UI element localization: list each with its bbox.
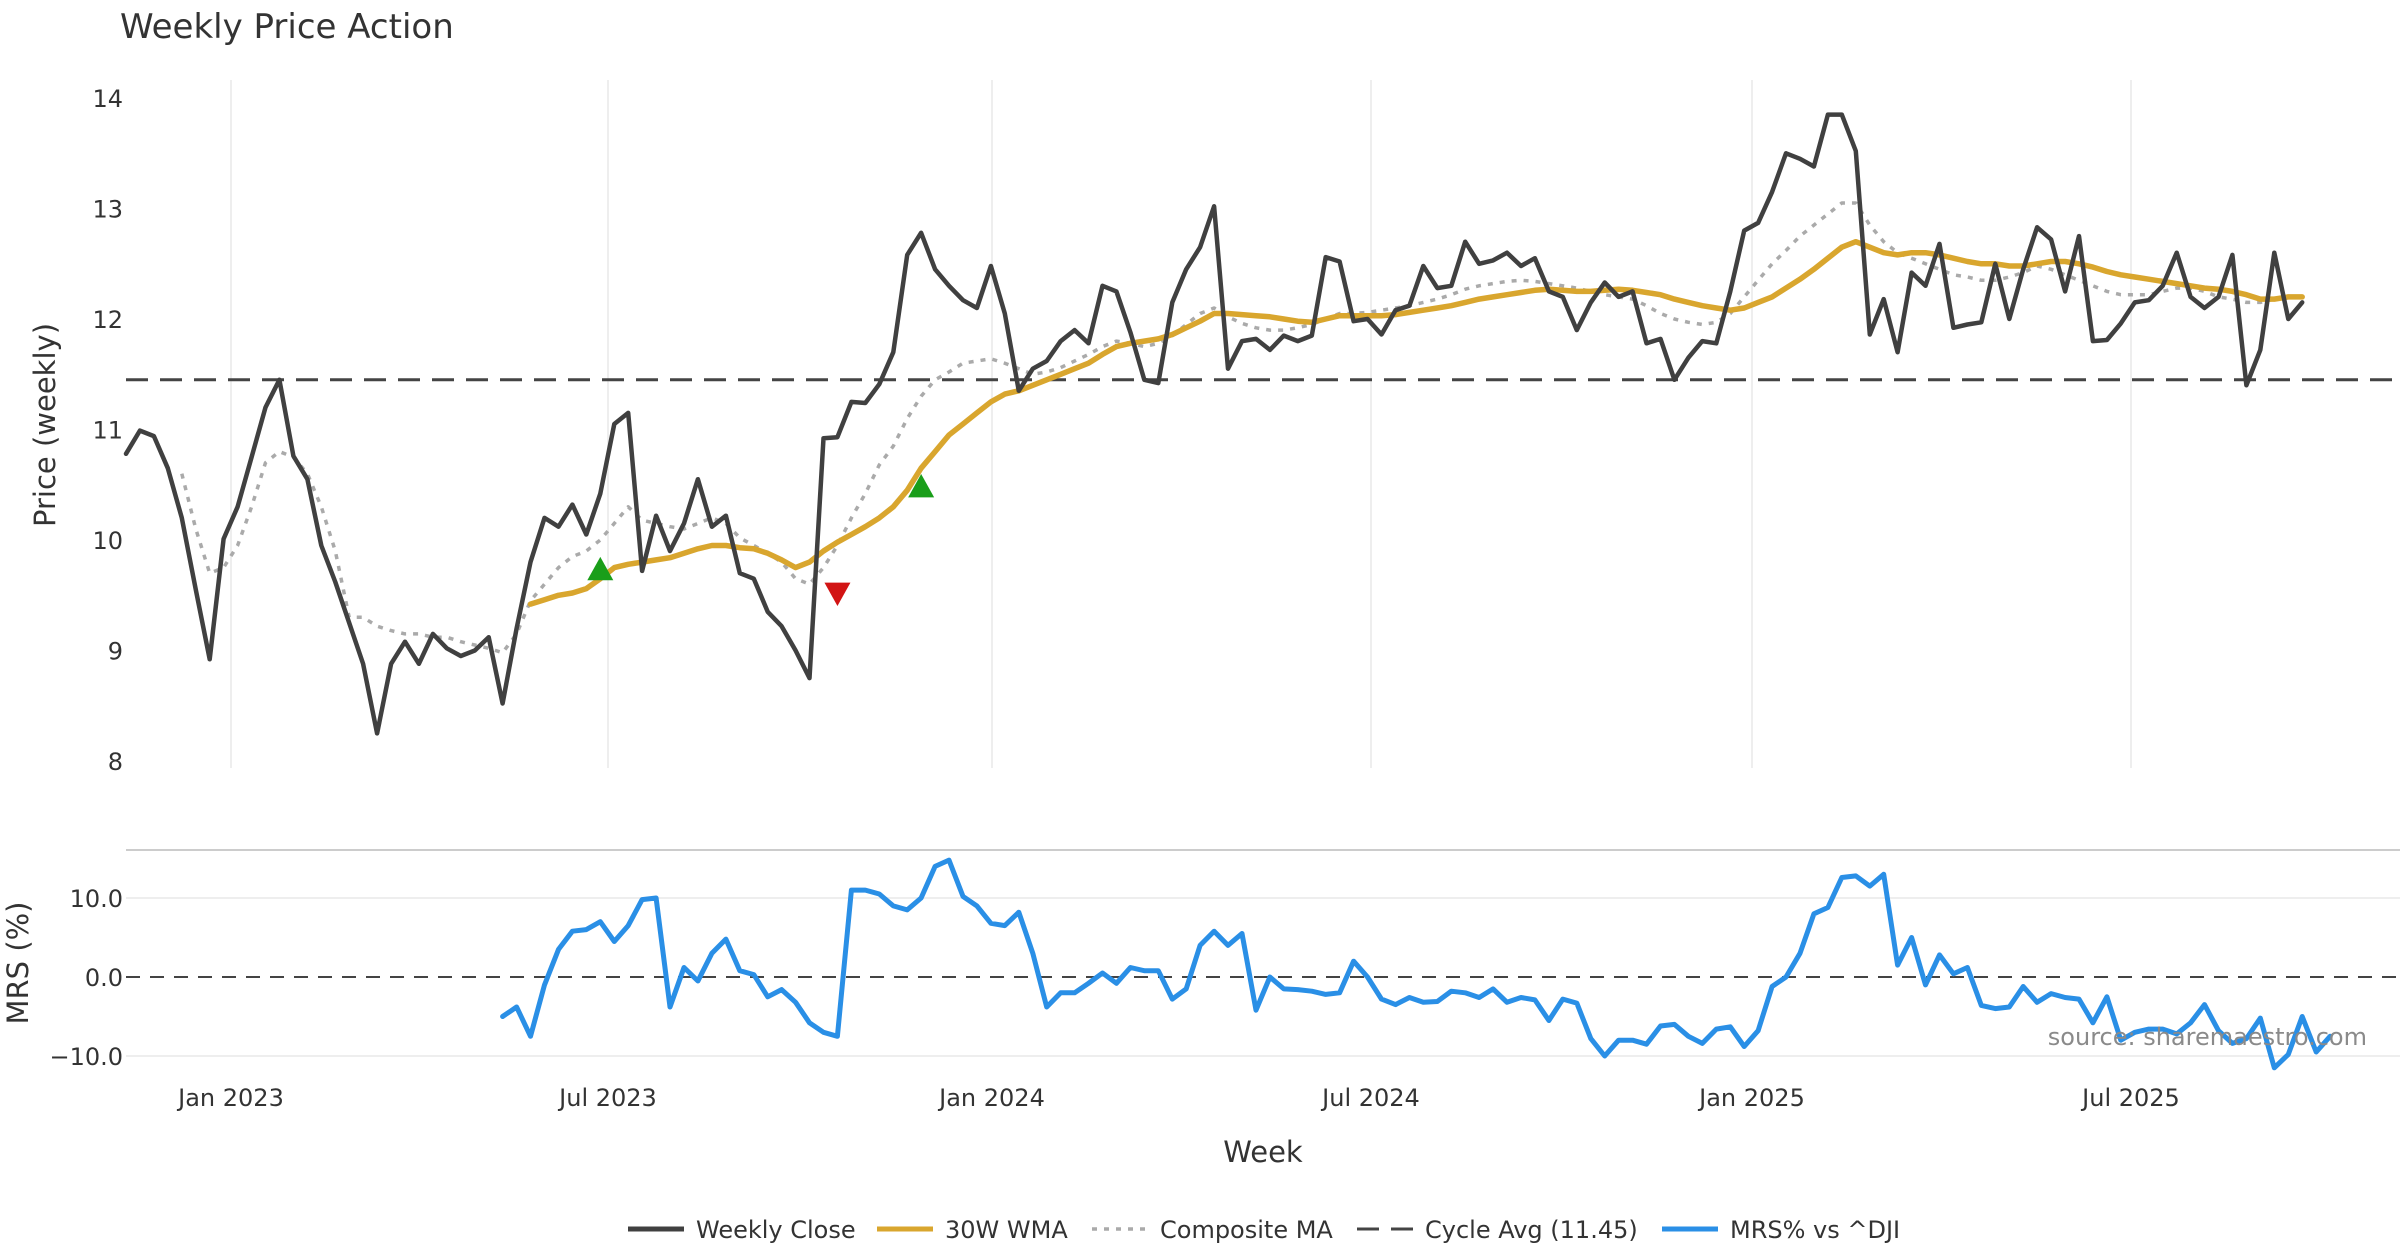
price-y-tick: 14 [92, 85, 123, 113]
chart-title: Weekly Price Action [120, 7, 454, 47]
legend: Weekly Close 30W WMA Composite MA Cycle Avg… [628, 1216, 1900, 1244]
x-tick-label: Jul 2025 [2080, 1084, 2180, 1112]
price-y-label: Price (weekly) [28, 323, 62, 527]
legend-label: Composite MA [1160, 1216, 1333, 1244]
weekly-close-line [123, 112, 2305, 736]
mrs-y-tick: −10.0 [49, 1043, 123, 1071]
mrs-y-label: MRS (%) [1, 902, 35, 1025]
mrs-y-tick: 0.0 [85, 964, 123, 992]
x-tick-label: Jan 2023 [176, 1084, 284, 1112]
composite-ma-line [180, 201, 2289, 655]
x-tick-labels: Jan 2023 Jul 2023 Jan 2024 Jul 2024 Jan 2025… [176, 1084, 2180, 1112]
price-y-tick: 8 [108, 748, 123, 776]
sell-signal-marker [824, 582, 851, 607]
x-tick-label: Jul 2024 [1320, 1084, 1420, 1112]
legend-label: Weekly Close [696, 1216, 856, 1244]
buy-signal-marker [908, 473, 935, 498]
price-y-tick: 10 [92, 527, 123, 555]
price-y-tick: 11 [92, 417, 123, 445]
mrs-y-tick: 10.0 [70, 885, 123, 913]
mrs-line [500, 857, 2333, 1071]
legend-label: 30W WMA [945, 1216, 1068, 1244]
watermark: source: sharemaestro.com [2048, 1023, 2367, 1051]
mrs-y-ticks: 10.0 0.0 −10.0 [49, 885, 123, 1071]
price-y-ticks: 8 9 10 11 12 13 14 [92, 85, 123, 776]
signal-markers [587, 473, 935, 607]
price-y-tick: 9 [108, 638, 123, 666]
x-tick-label: Jul 2023 [557, 1084, 657, 1112]
buy-signal-marker [587, 556, 614, 581]
mrs-series [500, 857, 2333, 1071]
price-y-tick: 12 [92, 306, 123, 334]
legend-label: Cycle Avg (11.45) [1425, 1216, 1638, 1244]
price-y-tick: 13 [92, 196, 123, 224]
wma-30w-line [527, 238, 2305, 607]
price-series [123, 112, 2305, 736]
mrs-grid [126, 897, 2400, 1057]
legend-label: MRS% vs ^DJI [1730, 1216, 1900, 1244]
x-tick-label: Jan 2025 [1697, 1084, 1805, 1112]
x-tick-label: Jan 2024 [937, 1084, 1045, 1112]
price-grid [230, 80, 2132, 768]
x-axis-label: Week [1223, 1135, 1303, 1169]
